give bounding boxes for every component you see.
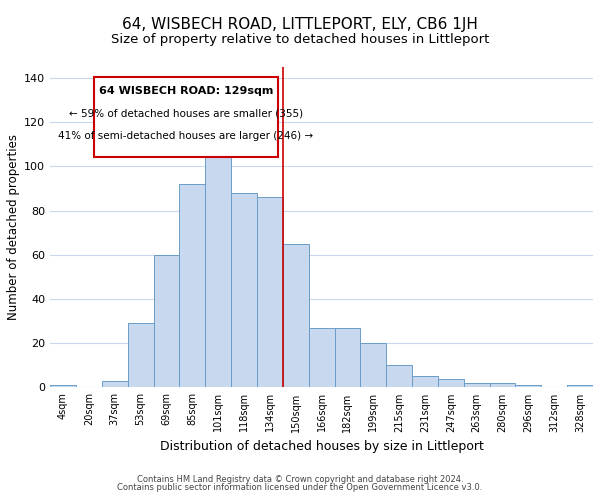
- Bar: [50, 386, 76, 388]
- Bar: [179, 184, 205, 388]
- Text: Contains public sector information licensed under the Open Government Licence v3: Contains public sector information licen…: [118, 484, 482, 492]
- Bar: [438, 378, 464, 388]
- Bar: [412, 376, 438, 388]
- Bar: [257, 198, 283, 388]
- Text: ← 59% of detached houses are smaller (355): ← 59% of detached houses are smaller (35…: [69, 108, 303, 118]
- Text: 41% of semi-detached houses are larger (246) →: 41% of semi-detached houses are larger (…: [58, 131, 313, 141]
- Bar: [386, 366, 412, 388]
- Text: 64, WISBECH ROAD, LITTLEPORT, ELY, CB6 1JH: 64, WISBECH ROAD, LITTLEPORT, ELY, CB6 1…: [122, 18, 478, 32]
- Bar: [361, 344, 386, 388]
- Bar: [231, 193, 257, 388]
- Bar: [515, 386, 541, 388]
- Text: 64 WISBECH ROAD: 129sqm: 64 WISBECH ROAD: 129sqm: [98, 86, 273, 96]
- Bar: [205, 146, 231, 388]
- Text: Contains HM Land Registry data © Crown copyright and database right 2024.: Contains HM Land Registry data © Crown c…: [137, 475, 463, 484]
- FancyBboxPatch shape: [94, 76, 278, 156]
- Bar: [464, 383, 490, 388]
- Text: Size of property relative to detached houses in Littleport: Size of property relative to detached ho…: [111, 32, 489, 46]
- Bar: [283, 244, 308, 388]
- Bar: [308, 328, 335, 388]
- Bar: [490, 383, 515, 388]
- X-axis label: Distribution of detached houses by size in Littleport: Distribution of detached houses by size …: [160, 440, 484, 453]
- Bar: [154, 255, 179, 388]
- Y-axis label: Number of detached properties: Number of detached properties: [7, 134, 20, 320]
- Bar: [567, 386, 593, 388]
- Bar: [102, 381, 128, 388]
- Bar: [128, 324, 154, 388]
- Bar: [335, 328, 361, 388]
